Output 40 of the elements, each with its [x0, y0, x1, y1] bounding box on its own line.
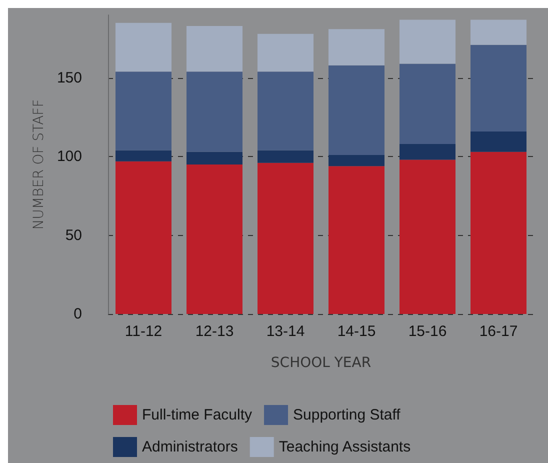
bar: [258, 34, 314, 72]
x-tick-label: 16-17: [479, 323, 518, 340]
x-tick-label: 14-15: [337, 323, 376, 340]
bar: [116, 150, 172, 162]
bar: [470, 131, 526, 152]
bar: [186, 164, 242, 314]
legend-label: Administrators: [142, 438, 238, 456]
x-axis-title: SCHOOL YEAR: [270, 355, 372, 371]
bar: [328, 29, 384, 66]
x-tick-label: 12-13: [195, 323, 234, 340]
bar: [470, 20, 526, 45]
bar: [116, 72, 172, 150]
x-tick-label: 15-16: [408, 323, 447, 340]
y-tick-label: 150: [56, 69, 82, 86]
y-tick-label: 50: [65, 226, 82, 244]
bar: [400, 64, 456, 144]
y-axis-title: NUMBER OF STAFF: [31, 99, 48, 230]
bar: [116, 161, 172, 314]
bar: [328, 65, 384, 156]
bar: [328, 166, 384, 314]
bar: [186, 26, 242, 72]
bar: [186, 72, 242, 152]
bar: [400, 144, 456, 160]
bar: [186, 152, 242, 164]
legend-label: Supporting Staff: [293, 406, 402, 424]
bar: [258, 150, 314, 163]
bar: [258, 162, 314, 314]
legend-label: Teaching Assistants: [278, 438, 411, 456]
x-tick-label: 13-14: [266, 323, 305, 340]
bar: [258, 72, 314, 150]
y-tick-label: 100: [56, 148, 82, 166]
bar: [470, 152, 526, 314]
bar: [400, 160, 456, 314]
legend-label: Full-time Faculty: [142, 406, 253, 424]
bar: [400, 20, 456, 64]
x-tick-label: 11-12: [124, 323, 162, 340]
bar: [328, 155, 384, 166]
bar: [116, 22, 172, 72]
y-tick-label: 0: [74, 306, 82, 322]
bar: [470, 44, 526, 132]
